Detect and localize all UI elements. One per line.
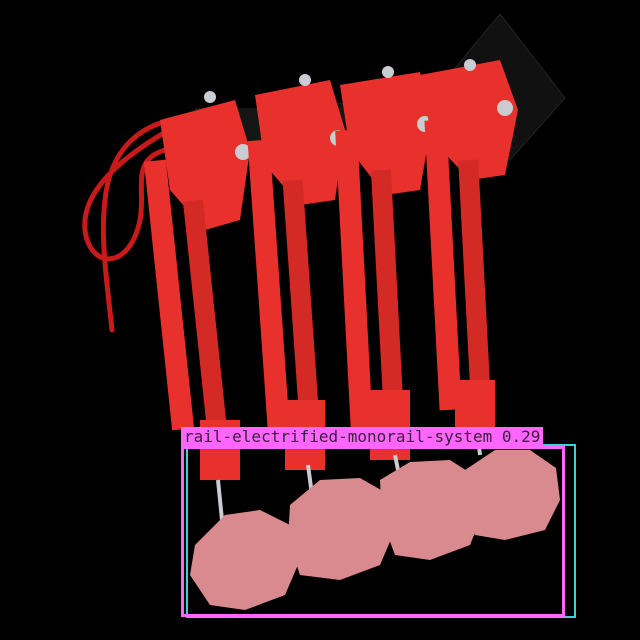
contact-shoe	[288, 478, 395, 580]
collector-arm	[143, 91, 251, 521]
collector-arm	[247, 74, 346, 496]
collector-arm	[335, 66, 433, 471]
contact-shoe	[190, 510, 300, 610]
collector-arm	[420, 59, 518, 456]
detection-label: rail-electrified-monorail-system 0.29	[181, 427, 544, 447]
contact-shoe	[465, 450, 560, 540]
detection-class: rail-electrified-monorail-system	[184, 427, 493, 446]
detection-box	[181, 446, 565, 617]
contact-shoe	[380, 460, 482, 560]
cable	[82, 115, 193, 333]
detection-confidence: 0.29	[501, 427, 541, 446]
